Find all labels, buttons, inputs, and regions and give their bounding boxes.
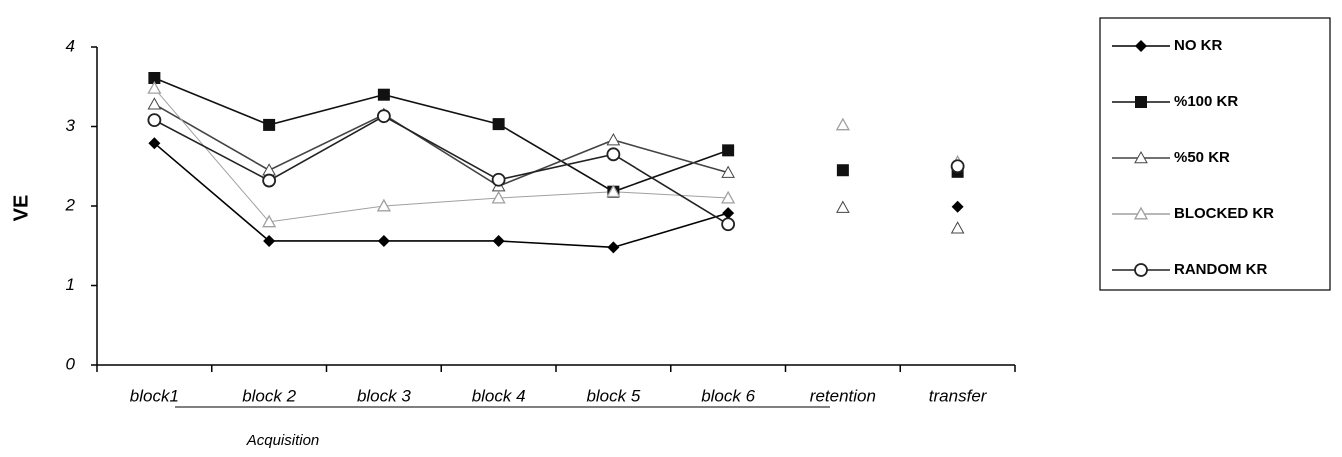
marker	[378, 89, 390, 101]
legend-label: RANDOM KR	[1174, 261, 1267, 278]
x-tick-label: block1	[130, 386, 179, 405]
marker	[952, 222, 964, 233]
series-line	[154, 78, 728, 192]
x-tick-label: block 4	[472, 386, 526, 405]
page: {"chart_data": {"type": "line", "y_label…	[0, 0, 1342, 457]
marker	[148, 98, 160, 109]
marker	[378, 235, 390, 247]
marker	[263, 119, 275, 131]
x-tick-label: block 6	[701, 386, 755, 405]
series-line	[154, 88, 728, 222]
y-tick-label: 3	[66, 116, 76, 135]
marker	[722, 207, 734, 219]
marker	[1135, 264, 1147, 276]
legend-label: BLOCKED KR	[1174, 205, 1274, 222]
x-tick-label: retention	[810, 386, 876, 405]
marker	[837, 119, 849, 130]
legend-label: NO KR	[1174, 37, 1223, 54]
marker	[952, 160, 964, 172]
marker	[722, 218, 734, 230]
marker	[607, 148, 619, 160]
y-tick-label: 0	[66, 354, 76, 373]
series-line	[154, 143, 728, 247]
marker	[1135, 96, 1147, 108]
marker	[263, 164, 275, 175]
y-tick-label: 1	[66, 275, 75, 294]
legend-label: %50 KR	[1174, 149, 1230, 166]
x-tick-label: transfer	[929, 386, 988, 405]
marker	[607, 134, 619, 145]
x-tick-label: block 5	[586, 386, 640, 405]
marker	[263, 175, 275, 187]
group-label: Acquisition	[246, 432, 320, 449]
marker	[493, 174, 505, 186]
y-tick-label: 4	[66, 36, 75, 55]
y-tick-label: 2	[65, 195, 76, 214]
marker	[837, 164, 849, 176]
marker	[607, 241, 619, 253]
marker	[493, 118, 505, 130]
marker	[148, 114, 160, 126]
series-line	[154, 116, 728, 224]
marker	[493, 235, 505, 247]
y-axis-label: VE	[10, 195, 32, 222]
legend-label: %100 KR	[1174, 93, 1238, 110]
x-tick-label: block 3	[357, 386, 411, 405]
marker	[722, 144, 734, 156]
marker	[378, 110, 390, 122]
marker	[837, 202, 849, 213]
chart: VE Acquisition 0 1 2 3 4 block1 block 2 block 3…	[0, 0, 1342, 457]
x-tick-label: block 2	[242, 386, 296, 405]
marker	[952, 201, 964, 213]
series-line	[154, 104, 728, 186]
